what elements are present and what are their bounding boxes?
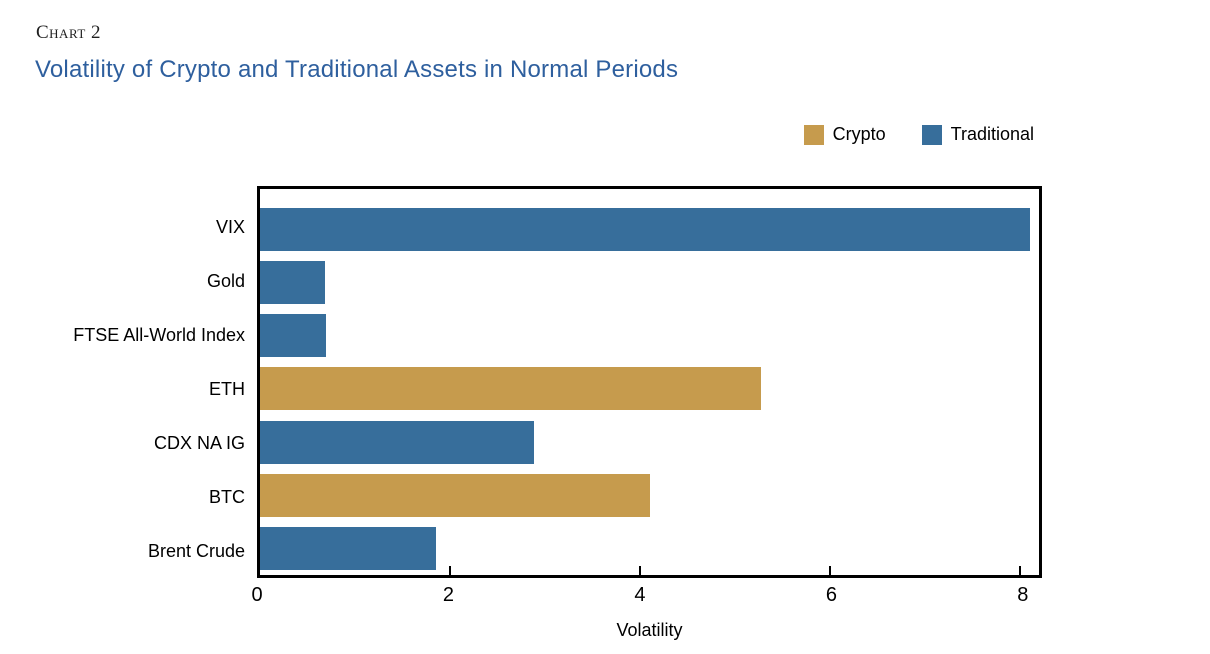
x-tick-label-6: 6 [825, 584, 837, 606]
y-label-brent-crude: Brent Crude [147, 540, 245, 561]
bar-row-brent-crude [260, 522, 1039, 575]
y-label-row: CDX NA IG [0, 416, 245, 470]
y-label-btc: BTC [209, 486, 245, 507]
x-tick-label-8: 8 [1017, 584, 1029, 606]
y-label-row: Brent Crude [0, 524, 245, 578]
bar-ftse-all-world-index [260, 314, 327, 358]
bars-container [260, 203, 1039, 575]
x-tick-label-0: 0 [251, 584, 263, 606]
y-label-row: Gold [0, 254, 245, 308]
x-tick-mark-2 [449, 566, 451, 575]
bar-cdx-na-ig [260, 420, 534, 464]
chart-title: Volatility of Crypto and Traditional Ass… [35, 56, 679, 83]
y-label-vix: VIX [215, 216, 245, 237]
bar-row-btc [260, 469, 1039, 522]
y-label-row: BTC [0, 470, 245, 524]
bar-row-gold [260, 256, 1039, 309]
legend-item-crypto: Crypto [803, 124, 886, 145]
chart-number-label: Chart 2 [36, 22, 102, 43]
legend: Crypto Traditional [803, 124, 1034, 145]
x-tick-mark-4 [639, 566, 641, 575]
y-label-row: VIX [0, 200, 245, 254]
bar-row-cdx-na-ig [260, 416, 1039, 469]
legend-label: Crypto [832, 124, 886, 144]
x-tick-label-4: 4 [634, 584, 646, 606]
y-label-ftse-all-world-index: FTSE All-World Index [73, 324, 245, 345]
y-label-row: ETH [0, 362, 245, 416]
bar-btc [260, 473, 650, 517]
y-label-eth: ETH [209, 378, 245, 399]
x-axis-title: Volatility [616, 620, 683, 640]
legend-label: Traditional [950, 124, 1034, 144]
legend-swatch-crypto [803, 124, 824, 145]
x-tick-mark-8 [1019, 566, 1021, 575]
bar-vix [260, 208, 1030, 252]
bar-brent-crude [260, 526, 436, 570]
bar-eth [260, 367, 761, 411]
y-label-row: FTSE All-World Index [0, 308, 245, 362]
bar-row-ftse-all-world-index [260, 309, 1039, 362]
bar-row-eth [260, 362, 1039, 415]
bar-gold [260, 261, 325, 305]
legend-item-traditional: Traditional [921, 124, 1034, 145]
plot-area [257, 186, 1042, 578]
x-tick-mark-6 [829, 566, 831, 575]
x-axis-tick-labels: 0 2 4 6 8 [251, 584, 1042, 610]
y-axis-category-labels: VIX Gold FTSE All-World Index ETH CDX NA IG B… [0, 200, 245, 578]
x-tick-label-2: 2 [442, 584, 455, 606]
legend-swatch-traditional [921, 124, 942, 145]
y-label-gold: Gold [206, 270, 245, 291]
bar-row-vix [260, 203, 1039, 256]
y-label-cdx-na-ig: CDX NA IG [153, 432, 245, 453]
